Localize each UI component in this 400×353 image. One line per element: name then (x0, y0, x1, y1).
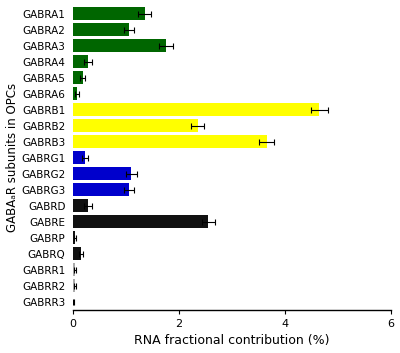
Bar (73, 55, 88, 68)
Bar (73, 231, 75, 244)
Bar (73, 71, 83, 84)
Bar (73, 263, 75, 276)
Bar (73, 167, 132, 180)
Y-axis label: GABAₐR subunits in OPCs: GABAₐR subunits in OPCs (6, 83, 18, 232)
Bar (73, 247, 81, 261)
Bar (73, 279, 75, 292)
Bar (73, 87, 77, 100)
Bar (73, 23, 129, 36)
Bar (73, 103, 320, 116)
Bar (73, 119, 198, 132)
Bar (73, 215, 208, 228)
Bar (73, 183, 129, 196)
Bar (73, 135, 266, 148)
Bar (73, 151, 85, 164)
Bar (73, 7, 145, 20)
Bar (73, 199, 88, 212)
X-axis label: RNA fractional contribution (%): RNA fractional contribution (%) (134, 334, 330, 347)
Bar (73, 39, 166, 52)
